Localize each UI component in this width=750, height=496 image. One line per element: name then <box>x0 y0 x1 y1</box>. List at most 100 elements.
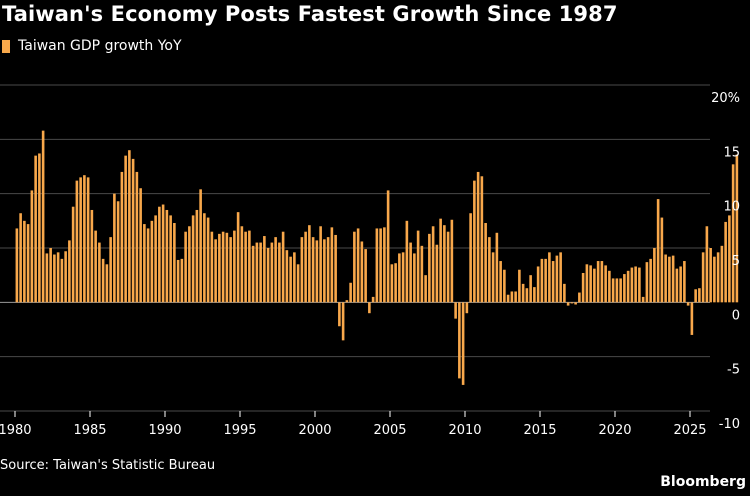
bar <box>480 176 484 303</box>
bar <box>285 250 289 303</box>
bar <box>634 266 637 303</box>
bar <box>281 231 285 303</box>
bar <box>656 199 660 303</box>
bar <box>641 296 645 303</box>
bar <box>439 218 442 303</box>
bar <box>398 253 401 303</box>
bar <box>724 221 727 303</box>
bar <box>548 252 551 303</box>
bar <box>169 215 172 303</box>
bar <box>698 288 701 303</box>
bar <box>109 237 112 303</box>
bar <box>420 245 424 303</box>
bar <box>424 275 427 303</box>
bar <box>45 253 49 303</box>
bar <box>465 302 469 314</box>
bar <box>473 180 476 303</box>
bar <box>53 254 56 303</box>
bar <box>664 254 667 303</box>
bar <box>600 261 604 303</box>
bar <box>323 239 326 303</box>
bar <box>319 226 322 303</box>
bar <box>731 164 735 303</box>
bar <box>79 177 82 303</box>
bar <box>116 201 120 303</box>
bar <box>315 240 319 303</box>
bar <box>131 158 135 303</box>
bar <box>263 236 266 303</box>
bar <box>386 190 390 303</box>
bar <box>533 287 536 303</box>
bar <box>60 258 64 303</box>
bar <box>225 232 229 303</box>
bar <box>293 252 296 303</box>
bar <box>416 230 420 303</box>
bar <box>679 266 682 303</box>
bar <box>701 252 705 303</box>
bloomberg-logo: Bloomberg <box>660 474 746 490</box>
bar <box>630 267 634 303</box>
bar <box>589 265 592 303</box>
bar <box>401 252 405 303</box>
bar <box>413 253 416 303</box>
bar <box>720 245 724 303</box>
legend: Taiwan GDP growth YoY <box>2 38 182 54</box>
y-tick-label: -5 <box>727 363 740 378</box>
x-tick-label: 2000 <box>298 423 331 438</box>
bar <box>649 258 652 303</box>
bar <box>150 220 154 303</box>
bar <box>56 252 60 303</box>
bar <box>604 265 607 303</box>
bar <box>675 268 679 303</box>
bar <box>229 237 232 303</box>
bar <box>64 251 67 303</box>
bar <box>75 180 79 303</box>
bar <box>143 224 146 303</box>
y-tick-label: 10 <box>723 200 740 215</box>
bar <box>476 171 480 303</box>
bar <box>360 241 364 303</box>
bar <box>244 231 247 303</box>
bar <box>105 264 109 303</box>
bar <box>686 302 690 306</box>
bar <box>353 231 356 303</box>
bar <box>521 283 525 303</box>
bar <box>83 175 86 303</box>
bar <box>454 302 457 319</box>
bar <box>690 302 694 335</box>
bar <box>26 224 30 303</box>
bar <box>623 274 626 303</box>
bar <box>555 255 559 303</box>
bar <box>608 270 611 303</box>
bar <box>270 242 274 303</box>
y-tick-label: 5 <box>732 254 740 269</box>
bar <box>311 237 315 303</box>
bar <box>581 272 585 303</box>
bar <box>326 237 330 303</box>
bar <box>713 256 716 303</box>
bar <box>188 226 191 303</box>
bar <box>161 204 165 303</box>
bar <box>289 256 292 303</box>
bar <box>371 296 375 303</box>
bar <box>304 231 307 303</box>
y-tick-label: 20% <box>711 91 740 106</box>
bar <box>491 252 495 303</box>
bar <box>570 302 574 304</box>
bar <box>259 242 262 303</box>
bar <box>735 154 739 303</box>
legend-swatch <box>2 39 10 53</box>
bar <box>638 267 641 303</box>
bar <box>536 266 540 303</box>
bar <box>139 188 142 303</box>
bar <box>518 269 521 303</box>
bar <box>431 226 435 303</box>
bar <box>488 237 491 303</box>
x-tick-label: 1980 <box>0 423 32 438</box>
bar <box>23 220 26 303</box>
bar <box>379 228 382 303</box>
bar <box>345 300 349 303</box>
bar <box>233 230 236 303</box>
bar <box>390 264 394 303</box>
bar <box>296 264 300 303</box>
